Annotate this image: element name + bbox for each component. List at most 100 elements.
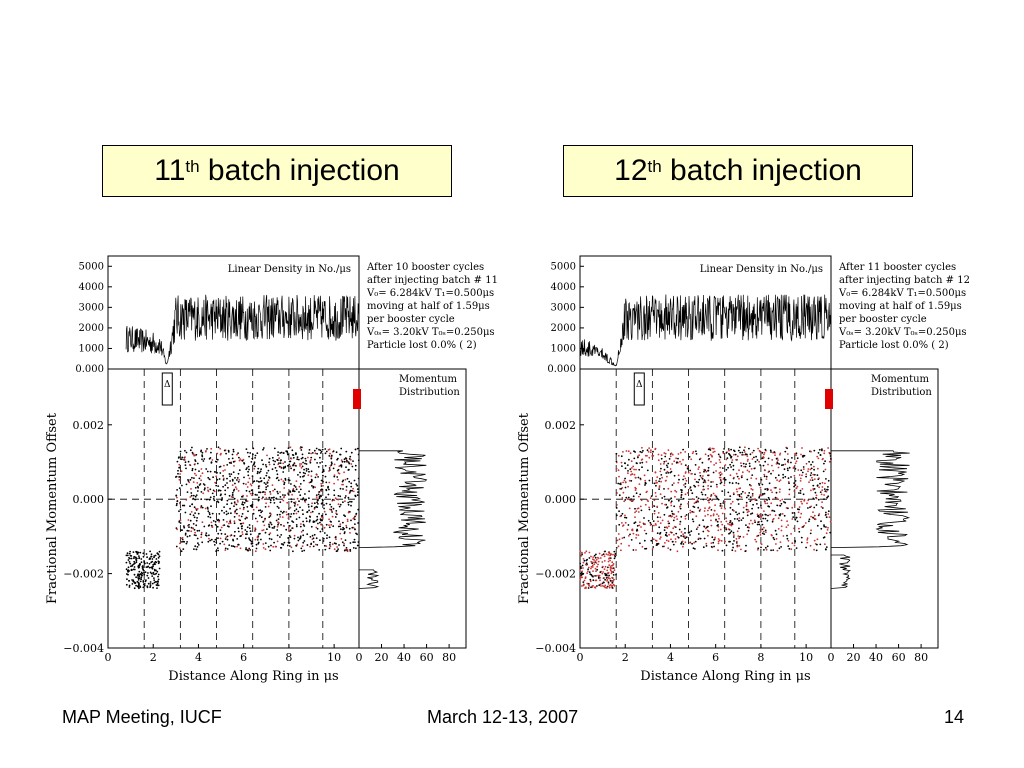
- injected-particle-dot: [579, 578, 582, 581]
- particle-dot: [714, 504, 716, 507]
- particle-dot: [701, 493, 704, 496]
- particle-dot: [233, 497, 236, 500]
- particle-dot: [350, 485, 353, 488]
- particle-dot: [214, 538, 217, 541]
- particle-dot: [657, 520, 659, 523]
- particle-dot: [761, 532, 764, 535]
- particle-dot: [720, 507, 723, 509]
- particle-dot: [204, 507, 207, 510]
- particle-dot: [209, 488, 212, 491]
- particle-dot: [620, 461, 623, 464]
- particle-dot: [822, 470, 825, 473]
- particle-dot: [328, 526, 331, 529]
- particle-dot: [308, 449, 311, 451]
- particle-dot: [660, 454, 663, 456]
- particle-dot: [766, 502, 769, 505]
- injected-particle-dot: [126, 578, 128, 581]
- particle-dot: [211, 512, 214, 515]
- particle-dot: [724, 464, 727, 466]
- injected-particle-dot: [138, 582, 140, 585]
- particle-dot: [355, 483, 358, 485]
- particle-dot: [666, 507, 668, 509]
- particle-dot: [228, 525, 230, 528]
- particle-dot: [715, 518, 717, 521]
- particle-dot: [216, 478, 219, 481]
- particle-dot: [315, 494, 318, 496]
- particle-dot: [707, 513, 709, 516]
- injected-particle-dot: [157, 562, 160, 565]
- particle-dot: [814, 518, 817, 521]
- particle-dot: [322, 484, 324, 487]
- density-tick-label: 4000: [79, 282, 104, 293]
- particle-dot: [760, 478, 762, 481]
- particle-dot: [322, 537, 325, 540]
- particle-dot: [185, 483, 188, 486]
- particle-dot: [249, 533, 252, 536]
- particle-dot: [284, 465, 287, 468]
- particle-dot: [351, 489, 353, 492]
- injected-particle-dot: [143, 561, 146, 563]
- particle-dot: [349, 458, 352, 461]
- particle-dot: [318, 549, 321, 551]
- particle-dot: [246, 506, 249, 508]
- particle-dot: [277, 454, 279, 456]
- particle-dot: [683, 475, 685, 477]
- particle-dot: [190, 511, 193, 513]
- particle-dot: [249, 452, 252, 454]
- particle-dot: [633, 450, 635, 453]
- particle-dot: [719, 456, 722, 459]
- particle-dot: [257, 485, 260, 488]
- injected-particle-dot: [613, 550, 616, 553]
- particle-dot: [673, 460, 676, 463]
- particle-dot: [311, 534, 314, 537]
- injected-particle-dot: [135, 558, 137, 561]
- particle-dot: [630, 460, 633, 463]
- particle-dot: [717, 453, 720, 456]
- particle-dot: [702, 481, 705, 484]
- particle-dot: [334, 536, 337, 539]
- particle-dot: [641, 446, 643, 449]
- particle-dot: [246, 451, 249, 454]
- injected-particle-dot: [599, 571, 602, 574]
- particle-dot: [798, 508, 800, 511]
- particle-dot: [347, 469, 350, 471]
- particle-dot: [335, 550, 338, 553]
- particle-dot: [644, 481, 647, 484]
- injected-particle-dot: [582, 561, 585, 564]
- particle-dot: [761, 451, 764, 454]
- particle-dot: [290, 513, 293, 515]
- particle-dot: [343, 471, 345, 474]
- particle-dot: [220, 493, 222, 496]
- particle-dot: [724, 507, 726, 510]
- particle-dot: [324, 548, 327, 551]
- particle-dot: [639, 521, 641, 523]
- particle-dot: [243, 501, 246, 504]
- particle-dot: [205, 468, 208, 470]
- particle-dot: [300, 467, 303, 469]
- particle-dot: [189, 505, 191, 508]
- particle-dot: [783, 458, 786, 461]
- injected-particle-dot: [586, 582, 589, 585]
- particle-dot: [246, 533, 248, 536]
- particle-dot: [827, 526, 829, 529]
- particle-dot: [807, 499, 810, 502]
- particle-dot: [657, 453, 660, 456]
- particle-dot: [829, 531, 832, 534]
- particle-dot: [268, 463, 271, 466]
- density-trace: [579, 294, 832, 367]
- particle-dot: [707, 474, 709, 477]
- particle-dot: [775, 497, 778, 500]
- particle-dot: [221, 497, 224, 499]
- particle-dot: [203, 458, 206, 460]
- particle-dot: [322, 480, 324, 483]
- particle-dot: [278, 457, 280, 459]
- particle-dot: [176, 496, 178, 499]
- particle-dot: [708, 507, 710, 510]
- particle-dot: [356, 484, 359, 487]
- injected-particle-dot: [138, 573, 141, 576]
- particle-dot: [314, 476, 317, 479]
- particle-dot: [213, 490, 216, 493]
- particle-dot: [665, 460, 668, 462]
- particle-dot: [665, 531, 668, 534]
- particle-dot: [706, 496, 709, 499]
